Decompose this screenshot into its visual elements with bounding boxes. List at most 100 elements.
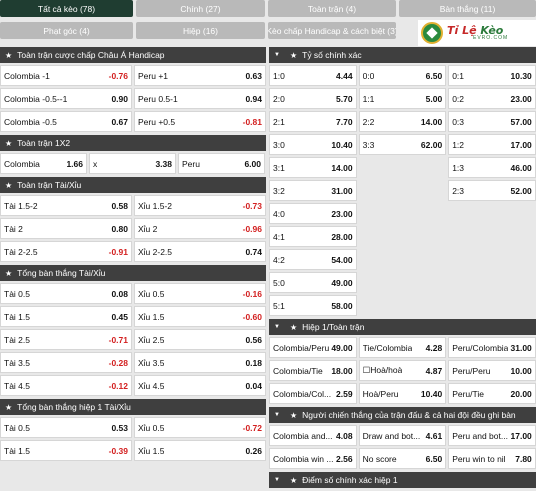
empty-slot	[359, 157, 447, 178]
odds-cell[interactable]: Peru/Tie 20.00	[448, 383, 536, 404]
odds-cell[interactable]: Xỉu 3.5 0.18	[134, 352, 266, 373]
odds-cell[interactable]: Tài 0.5 0.53	[0, 417, 132, 438]
chevron-down-icon[interactable]: ▼	[274, 52, 280, 58]
odds-cell[interactable]: Colombia 1.66	[0, 153, 87, 174]
odds-cell[interactable]: Colombia and... 4.08	[269, 425, 357, 446]
odds-cell[interactable]: Xỉu 1.5 0.26	[134, 440, 266, 461]
tab-corners[interactable]: Phạt góc (4)	[0, 22, 133, 39]
odds-cell[interactable]: Colombia -1 -0.76	[0, 65, 132, 86]
odds-cell[interactable]: Xỉu 2.5 0.56	[134, 329, 266, 350]
star-icon[interactable]: ★	[5, 180, 13, 190]
odds-cell[interactable]: Peru +1 0.63	[134, 65, 266, 86]
odds-cell[interactable]: Tài 1.5 0.45	[0, 306, 132, 327]
odds-cell[interactable]: x 3.38	[89, 153, 176, 174]
odds-cell[interactable]: 2:2 14.00	[358, 111, 447, 132]
odds-cell[interactable]: Tài 3.5 -0.28	[0, 352, 132, 373]
market-title: Tổng bàn thắng hiệp 1 Tài/Xỉu	[17, 402, 131, 412]
odds-cell[interactable]: Peru win to nil 7.80	[448, 448, 536, 469]
market-header[interactable]: ★ Tổng bàn thắng Tài/Xỉu	[0, 265, 266, 281]
odds-cell[interactable]: Tie/Colombia 4.28	[358, 337, 447, 358]
odds-cell[interactable]: Peru and bot... 17.00	[448, 425, 536, 446]
odds-cell[interactable]: Tài 1.5-2 0.58	[0, 195, 132, 216]
star-icon[interactable]: ★	[5, 50, 13, 60]
odds-cell[interactable]: 0:0 6.50	[358, 65, 447, 86]
odds-cell[interactable]: Colombia win ... 2.56	[269, 448, 357, 469]
tab-goals[interactable]: Bàn thắng (11)	[399, 0, 536, 17]
star-icon[interactable]: ★	[5, 402, 13, 412]
odds-cell[interactable]: Colombia/Col... 2.59	[269, 383, 357, 404]
odds-cell[interactable]: Draw and bot... 4.61	[358, 425, 447, 446]
odds-cell[interactable]: 1:1 5.00	[358, 88, 447, 109]
odds-cell[interactable]: Tài 2 0.80	[0, 218, 132, 239]
odds-cell[interactable]: Hoà/Peru 10.40	[358, 383, 447, 404]
market-header[interactable]: ★ Toàn trận cược chấp Châu Á Handicap	[0, 47, 266, 63]
odds-cell[interactable]: Xỉu 2-2.5 0.74	[134, 241, 266, 262]
odds-cell[interactable]: 3:2 31.00	[269, 180, 357, 201]
star-icon[interactable]: ★	[5, 268, 13, 278]
odds-cell[interactable]: Tài 4.5 -0.12	[0, 375, 132, 396]
odds-cell[interactable]: Xỉu 1.5-2 -0.73	[134, 195, 266, 216]
odds-cell[interactable]: Peru 0.5-1 0.94	[134, 88, 266, 109]
odds-cell[interactable]: 5:1 58.00	[269, 295, 357, 316]
odds-cell[interactable]: 5:0 49.00	[269, 272, 357, 293]
market-header[interactable]: ▼ ★ Hiệp 1/Toàn trận	[269, 319, 536, 335]
odds-cell[interactable]: 1:0 4.44	[269, 65, 357, 86]
odds-cell[interactable]: Peru/Peru 10.00	[448, 360, 536, 381]
odds-cell[interactable]: 3:3 62.00	[358, 134, 447, 155]
odds-cell[interactable]: Xỉu 1.5 -0.60	[134, 306, 266, 327]
tab-halves[interactable]: Hiệp (16)	[136, 22, 265, 39]
odds-cell[interactable]: Colombia/Peru 49.00	[269, 337, 357, 358]
odds-cell[interactable]: Colombia -0.5 0.67	[0, 111, 132, 132]
market-header[interactable]: ★ Toàn trận 1X2	[0, 135, 266, 151]
odds-cell[interactable]: Tài 0.5 0.08	[0, 283, 132, 304]
odds-cell[interactable]: Colombia -0.5--1 0.90	[0, 88, 132, 109]
odds-cell[interactable]: Xỉu 0.5 -0.16	[134, 283, 266, 304]
odds-cell[interactable]: 1:2 17.00	[448, 134, 536, 155]
market-header[interactable]: ★ Toàn trận Tài/Xỉu	[0, 177, 266, 193]
market-header[interactable]: ▼ ★ Điểm số chính xác hiệp 1	[269, 472, 536, 488]
odds-cell[interactable]: 4:1 28.00	[269, 226, 357, 247]
odds-cell[interactable]: Tài 2-2.5 -0.91	[0, 241, 132, 262]
chevron-down-icon[interactable]: ▼	[274, 324, 280, 330]
tab-full-match[interactable]: Toàn trận (4)	[268, 0, 396, 17]
odds-cell[interactable]: Peru/Colombia 31.00	[448, 337, 536, 358]
odds-cell[interactable]: 2:0 5.70	[269, 88, 357, 109]
chevron-down-icon[interactable]: ▼	[274, 477, 280, 483]
odds-cell[interactable]: 0:3 57.00	[448, 111, 536, 132]
odds-cell[interactable]: Peru 6.00	[178, 153, 265, 174]
odds-cell[interactable]: No score 6.50	[358, 448, 447, 469]
selection-label: 4:1	[273, 231, 285, 242]
odds-cell[interactable]: 4:2 54.00	[269, 249, 357, 270]
odds-cell[interactable]: 1:3 46.00	[448, 157, 536, 178]
market-header[interactable]: ▼ ★ Tỷ số chính xác	[269, 47, 536, 63]
odds-cell[interactable]: Peru +0.5 -0.81	[134, 111, 266, 132]
odds-cell[interactable]: Xỉu 0.5 -0.72	[134, 417, 266, 438]
odds-cell[interactable]: Tài 2.5 -0.71	[0, 329, 132, 350]
tab-main[interactable]: Chính (27)	[136, 0, 265, 17]
chevron-down-icon[interactable]: ▼	[274, 412, 280, 418]
star-icon[interactable]: ★	[5, 138, 13, 148]
odds-row: Colombia/Peru 49.00 Tie/Colombia 4.28 Peru/C…	[269, 337, 536, 358]
star-icon[interactable]: ★	[289, 50, 298, 60]
odds-cell[interactable]: 4:0 23.00	[269, 203, 357, 224]
star-icon[interactable]: ★	[289, 475, 298, 485]
odds-cell[interactable]: 0:2 23.00	[448, 88, 536, 109]
tab-handicap[interactable]: Kèo chấp Handicap & cách biệt (3)	[268, 22, 396, 39]
star-icon[interactable]: ★	[289, 322, 298, 332]
odds-cell[interactable]: Colombia/Tie 18.00	[269, 360, 357, 381]
odds-cell[interactable]: 3:1 14.00	[269, 157, 357, 178]
market-header[interactable]: ▼ ★ Người chiến thắng của trận đấu & cả ha…	[269, 407, 536, 423]
market-header[interactable]: ★ Tổng bàn thắng hiệp 1 Tài/Xỉu	[0, 399, 266, 415]
odds-cell[interactable]: 0:1 10.30	[448, 65, 536, 86]
odds-cell[interactable]: 3:0 10.40	[269, 134, 357, 155]
odds-cell[interactable]: Tài 1.5 -0.39	[0, 440, 132, 461]
odds-cell[interactable]: Xỉu 4.5 0.04	[134, 375, 266, 396]
odds-cell[interactable]: 2:1 7.70	[269, 111, 357, 132]
odds-cell[interactable]: 2:3 52.00	[448, 180, 536, 201]
odds-cell[interactable]: ☐Hoà/hoà 4.87	[358, 360, 447, 381]
star-icon[interactable]: ★	[289, 410, 298, 420]
odds-row: Tài 3.5 -0.28 Xỉu 3.5 0.18	[0, 352, 266, 373]
tab-all[interactable]: Tất cả kèo (78)	[0, 0, 133, 17]
selection-label: Tài 3.5	[4, 357, 30, 368]
odds-cell[interactable]: Xỉu 2 -0.96	[134, 218, 266, 239]
